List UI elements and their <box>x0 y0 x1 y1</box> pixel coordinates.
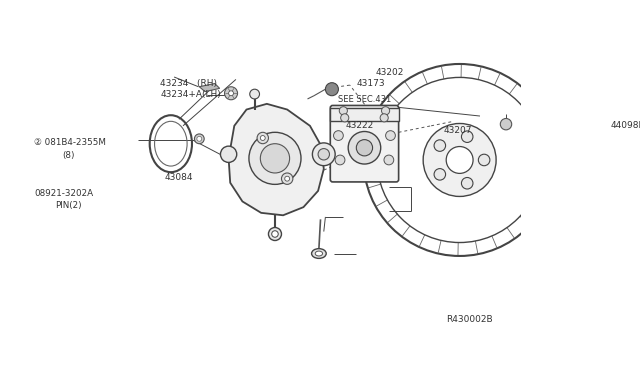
Text: R430002B: R430002B <box>446 315 492 324</box>
Circle shape <box>434 169 445 180</box>
Circle shape <box>381 107 390 115</box>
Text: 43234   (RH): 43234 (RH) <box>160 79 217 88</box>
Text: (8): (8) <box>62 151 74 160</box>
Circle shape <box>478 154 490 166</box>
Circle shape <box>500 118 512 130</box>
Circle shape <box>339 107 348 115</box>
Circle shape <box>282 173 293 185</box>
Ellipse shape <box>316 251 323 256</box>
Circle shape <box>333 131 343 141</box>
Circle shape <box>220 146 237 163</box>
Circle shape <box>272 231 278 237</box>
Circle shape <box>423 124 496 196</box>
Circle shape <box>386 131 396 141</box>
Circle shape <box>348 131 381 164</box>
Polygon shape <box>228 104 324 215</box>
Circle shape <box>225 87 237 100</box>
Circle shape <box>325 83 339 96</box>
Circle shape <box>434 140 445 151</box>
Circle shape <box>250 89 259 99</box>
Text: 43207: 43207 <box>444 126 472 135</box>
Polygon shape <box>330 108 399 121</box>
Text: 44098M: 44098M <box>610 121 640 130</box>
Circle shape <box>340 114 349 122</box>
Circle shape <box>285 176 290 181</box>
Circle shape <box>257 132 268 144</box>
Text: 43173: 43173 <box>356 79 385 88</box>
Text: 43202: 43202 <box>376 68 404 77</box>
Circle shape <box>249 132 301 185</box>
Circle shape <box>384 155 394 165</box>
Circle shape <box>356 140 372 156</box>
Circle shape <box>260 144 290 173</box>
Circle shape <box>197 137 202 141</box>
Text: SEE SEC.431: SEE SEC.431 <box>338 95 391 104</box>
Text: ② 081B4-2355M: ② 081B4-2355M <box>34 138 106 147</box>
Ellipse shape <box>312 248 326 259</box>
Circle shape <box>195 134 204 144</box>
FancyBboxPatch shape <box>330 105 399 182</box>
Circle shape <box>461 177 473 189</box>
Circle shape <box>446 147 473 173</box>
Circle shape <box>228 91 234 96</box>
Text: 08921-3202A: 08921-3202A <box>34 189 93 198</box>
Circle shape <box>260 135 265 141</box>
Circle shape <box>380 114 388 122</box>
Circle shape <box>461 131 473 142</box>
Polygon shape <box>199 83 220 92</box>
Text: PIN(2): PIN(2) <box>55 201 82 210</box>
Text: 43222: 43222 <box>346 121 374 130</box>
Circle shape <box>335 155 345 165</box>
Circle shape <box>312 143 335 166</box>
Circle shape <box>318 148 330 160</box>
Circle shape <box>268 228 282 241</box>
Text: 43084: 43084 <box>164 173 193 182</box>
Text: 43234+A(LH): 43234+A(LH) <box>160 90 221 99</box>
